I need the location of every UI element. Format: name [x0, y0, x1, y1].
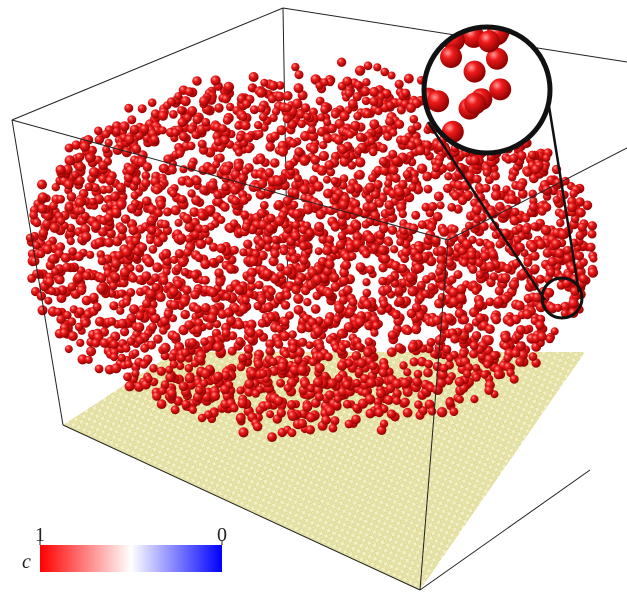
inset-particle — [440, 46, 462, 68]
scene: c 1 0 — [0, 0, 627, 596]
colorbar-tick-label: 0 — [217, 524, 227, 546]
inset-particle — [489, 78, 511, 100]
colorbar-label: c — [22, 551, 31, 573]
inset-particle — [478, 30, 500, 52]
inset-particle — [427, 90, 449, 112]
colorbar-tick-label: 1 — [35, 524, 45, 546]
colorbar: c 1 0 — [22, 524, 227, 573]
colorbar-gradient — [40, 545, 222, 572]
inset-particle — [464, 61, 486, 83]
inset-particle — [464, 92, 486, 114]
